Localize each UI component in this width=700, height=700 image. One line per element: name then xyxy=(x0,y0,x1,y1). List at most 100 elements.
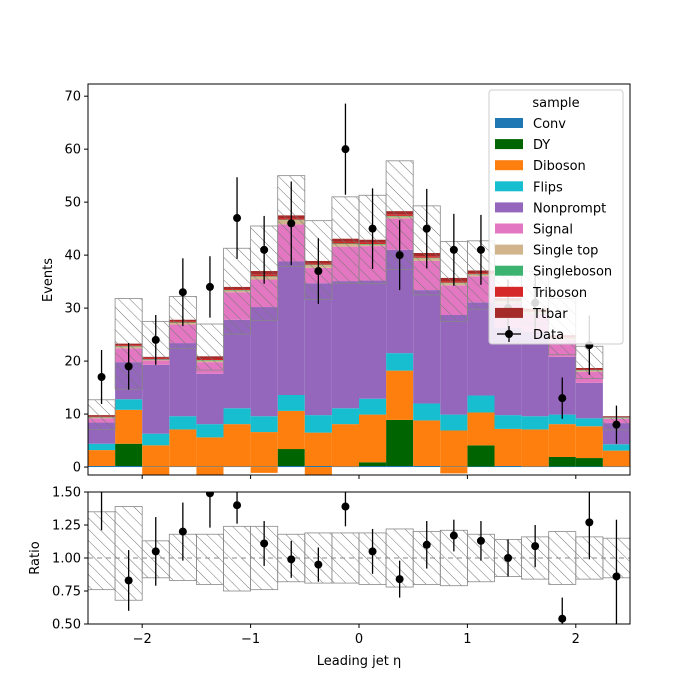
legend-swatch-nonprompt xyxy=(495,202,523,213)
bar-conv-18 xyxy=(575,466,603,468)
data-point-9 xyxy=(341,145,350,154)
main-ytick-label-3: 30 xyxy=(64,302,81,317)
bar-nonprompt-8 xyxy=(304,283,332,416)
ratio-band-bin-17 xyxy=(548,531,577,585)
data-point-6 xyxy=(260,245,269,254)
data-point-5 xyxy=(233,214,242,223)
bar-flips-7 xyxy=(277,394,305,411)
ratio-band-bin-4 xyxy=(195,533,224,585)
legend-swatch-dy xyxy=(495,139,523,150)
bar-diboson-negative-4 xyxy=(196,467,224,475)
bar-conv-19 xyxy=(602,466,630,468)
data-point-2 xyxy=(151,335,160,344)
ratio-xtick-label-0: −2 xyxy=(133,632,152,647)
legend-label-conv: Conv xyxy=(533,117,566,132)
ratio-band-bin-9 xyxy=(331,532,360,584)
bar-conv-3 xyxy=(169,466,197,468)
data-point-4 xyxy=(205,282,214,291)
ratio-point-7 xyxy=(287,555,296,564)
legend-label-nonprompt: Nonprompt xyxy=(533,201,606,216)
main-x-ticks xyxy=(141,475,577,479)
ratio-x-ticks: −2 −1 0 1 2 xyxy=(133,624,580,647)
uncertainty-bin-9 xyxy=(331,196,360,284)
legend-swatch-flips xyxy=(495,181,523,192)
ratio-uncertainty-band xyxy=(88,506,630,601)
bar-diboson-2 xyxy=(142,445,170,467)
legend-label-signal: Signal xyxy=(533,223,573,238)
data-point-7 xyxy=(287,219,296,228)
bar-flips-14 xyxy=(467,395,495,413)
bar-diboson-11 xyxy=(386,370,414,420)
bar-conv-6 xyxy=(250,466,278,468)
bar-diboson-19 xyxy=(602,450,630,467)
bar-flips-10 xyxy=(359,398,387,415)
bar-flips-13 xyxy=(440,414,468,431)
y-axis-label: Events xyxy=(41,258,56,302)
data-point-0 xyxy=(97,372,106,381)
ratio-point-13 xyxy=(449,531,458,540)
bar-flips-16 xyxy=(521,416,549,430)
legend: sample Conv DY Diboson Flips Nonprompt Signal… xyxy=(488,89,624,345)
data-point-8 xyxy=(314,267,323,276)
bar-diboson-negative-13 xyxy=(440,467,468,474)
ratio-point-3 xyxy=(178,527,187,536)
legend-label-data: Data xyxy=(533,328,564,343)
bar-conv-13 xyxy=(440,466,468,468)
bar-flips-11 xyxy=(386,353,414,371)
ratio-point-11 xyxy=(395,575,404,584)
bar-conv-17 xyxy=(548,466,576,468)
bar-flips-5 xyxy=(223,408,251,425)
bar-nonprompt-6 xyxy=(250,307,278,417)
bar-dy-18 xyxy=(575,458,603,467)
ratio-point-14 xyxy=(476,536,485,545)
bar-flips-2 xyxy=(142,433,170,446)
ratio-ytick-label-4: 1.50 xyxy=(52,486,81,501)
bar-conv-2 xyxy=(142,466,170,468)
bar-flips-4 xyxy=(196,424,224,438)
bar-dy-7 xyxy=(277,449,305,466)
bar-conv-14 xyxy=(467,466,495,468)
legend-box xyxy=(488,89,624,345)
ratio-point-2 xyxy=(151,547,160,556)
main-ytick-label-6: 60 xyxy=(64,143,81,158)
main-ytick-label-2: 20 xyxy=(64,355,81,370)
bar-conv-8 xyxy=(304,465,332,468)
bar-nonprompt-16 xyxy=(521,331,549,417)
data-point-13 xyxy=(449,245,458,254)
ratio-xtick-label-2: 0 xyxy=(355,632,363,647)
ratio-point-18 xyxy=(585,518,594,527)
ratio-point-17 xyxy=(558,614,567,623)
bar-diboson-15 xyxy=(494,428,522,466)
bar-conv-5 xyxy=(223,466,251,468)
legend-label-triboson: Triboson xyxy=(532,286,587,301)
ratio-band-bin-5 xyxy=(223,525,252,592)
bar-conv-7 xyxy=(277,465,305,468)
bar-nonprompt-5 xyxy=(223,319,251,409)
legend-label-singleboson: Singleboson xyxy=(533,265,612,280)
bar-diboson-7 xyxy=(277,410,305,450)
bar-flips-19 xyxy=(602,444,630,451)
uncertainty-bin-0 xyxy=(88,399,116,430)
bar-diboson-18 xyxy=(575,426,603,459)
bar-diboson-17 xyxy=(548,424,576,457)
ratio-y-ticks: 0.50 0.75 1.00 1.25 1.50 xyxy=(52,486,88,633)
ratio-point-8 xyxy=(314,560,323,569)
legend-swatch-signal xyxy=(495,223,523,234)
ratio-data-points xyxy=(100,492,621,624)
data-point-17 xyxy=(558,394,567,403)
bar-dy-17 xyxy=(548,456,576,467)
main-ytick-label-7: 70 xyxy=(64,90,81,105)
legend-label-flips: Flips xyxy=(533,180,563,195)
data-point-19 xyxy=(612,420,621,429)
bar-diboson-16 xyxy=(521,429,549,467)
legend-swatch-singleboson xyxy=(495,265,523,276)
bar-dy-10 xyxy=(359,462,387,466)
bar-conv-16 xyxy=(521,466,549,468)
bar-flips-18 xyxy=(575,418,603,427)
bar-diboson-13 xyxy=(440,430,468,467)
bar-dy-14 xyxy=(467,445,495,467)
legend-data-marker xyxy=(505,330,513,338)
bar-conv-9 xyxy=(331,466,359,468)
bar-nonprompt-12 xyxy=(413,290,441,404)
bar-nonprompt-3 xyxy=(169,343,197,417)
